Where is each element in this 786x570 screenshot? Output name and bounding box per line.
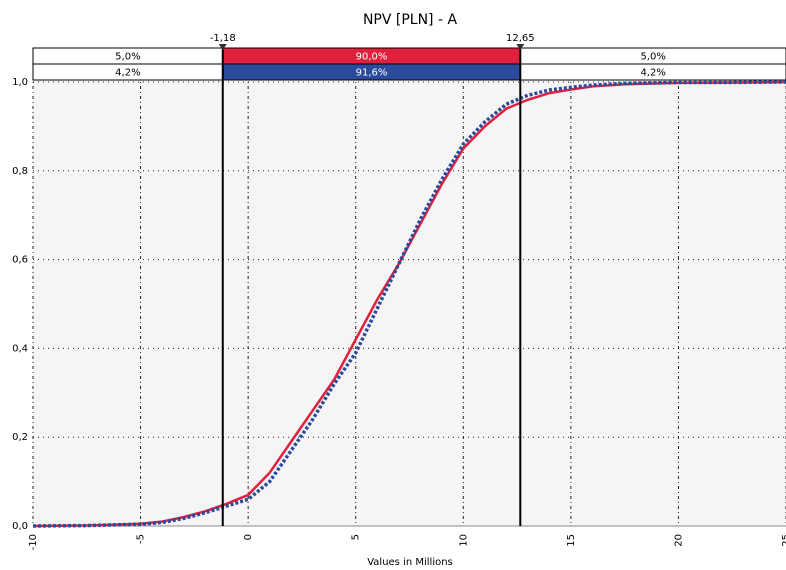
band-label: 4,2% xyxy=(640,68,665,79)
band-label: 5,0% xyxy=(640,52,665,63)
x-axis-label: Values in Millions xyxy=(367,557,453,568)
x-tick-label: 10 xyxy=(458,534,469,547)
y-tick-label: 0,4 xyxy=(12,343,28,354)
delimiter-label: 12,65 xyxy=(506,33,535,44)
chart-title: NPV [PLN] - A xyxy=(363,12,458,28)
cdf-line xyxy=(32,80,786,528)
y-tick-label: 0,6 xyxy=(12,255,28,266)
y-tick-label: 0,2 xyxy=(12,432,28,443)
band-label: 5,0% xyxy=(115,52,140,63)
delimiter-marker xyxy=(218,44,227,50)
x-tick-label: 20 xyxy=(673,534,684,547)
x-tick-label: 15 xyxy=(566,534,577,547)
y-tick-label: 0,8 xyxy=(12,166,28,177)
x-tick-label: 25 xyxy=(781,534,786,547)
band-label: 91,6% xyxy=(356,68,388,79)
plot-area xyxy=(33,80,786,526)
x-tick-label: 0 xyxy=(243,534,254,540)
x-tick-label: -10 xyxy=(28,534,39,550)
band-label: 90,0% xyxy=(356,52,388,63)
x-tick-label: 5 xyxy=(351,534,362,540)
band-label: 4,2% xyxy=(115,68,140,79)
x-tick-label: -5 xyxy=(136,534,147,544)
y-tick-label: 0,0 xyxy=(12,521,28,532)
y-tick-label: 1,0 xyxy=(12,77,28,88)
delimiter-marker xyxy=(516,44,525,50)
delimiter-label: -1,18 xyxy=(210,33,236,44)
